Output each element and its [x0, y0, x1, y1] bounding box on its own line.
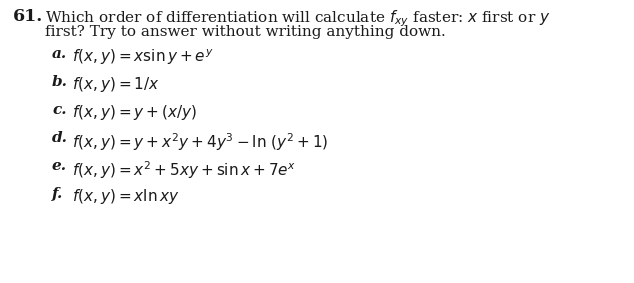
- Text: d.: d.: [52, 131, 68, 145]
- Text: first? Try to answer without writing anything down.: first? Try to answer without writing any…: [45, 25, 446, 39]
- Text: b.: b.: [52, 75, 68, 89]
- Text: $f(x, y) = x \sin y + e^{y}$: $f(x, y) = x \sin y + e^{y}$: [72, 47, 214, 67]
- Text: c.: c.: [52, 103, 67, 117]
- Text: $f(x, y) = y + (x/y)$: $f(x, y) = y + (x/y)$: [72, 103, 197, 122]
- Text: 61.: 61.: [13, 8, 43, 25]
- Text: $f(x, y) = x^{2} + 5xy + \sin x + 7e^{x}$: $f(x, y) = x^{2} + 5xy + \sin x + 7e^{x}…: [72, 159, 296, 181]
- Text: $f(x, y) = x \ln xy$: $f(x, y) = x \ln xy$: [72, 187, 179, 206]
- Text: Which order of differentiation will calculate $f_{xy}$ faster: $x$ first or $y$: Which order of differentiation will calc…: [45, 8, 550, 29]
- Text: f.: f.: [52, 187, 63, 201]
- Text: e.: e.: [52, 159, 67, 173]
- Text: a.: a.: [52, 47, 67, 61]
- Text: $f(x, y) = 1/x$: $f(x, y) = 1/x$: [72, 75, 160, 94]
- Text: $f(x, y) = y + x^{2}y + 4y^{3} - \ln\,(y^{2} + 1)$: $f(x, y) = y + x^{2}y + 4y^{3} - \ln\,(y…: [72, 131, 328, 153]
